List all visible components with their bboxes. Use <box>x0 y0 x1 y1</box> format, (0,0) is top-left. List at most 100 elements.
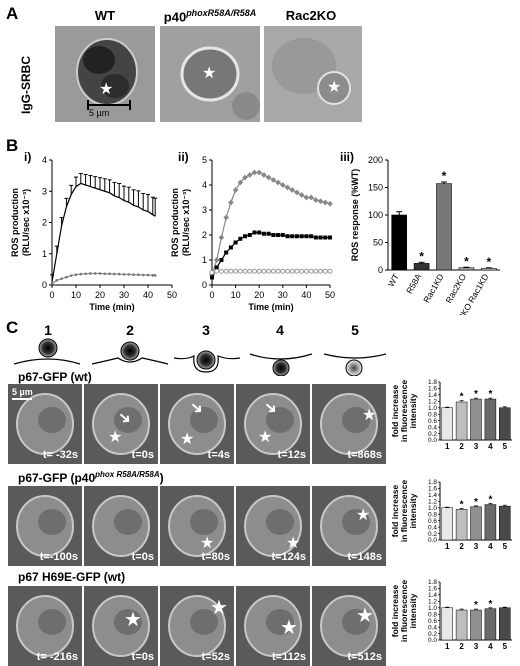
y-axis-label-line: fold increase <box>390 385 400 438</box>
micrograph-image <box>16 495 74 557</box>
micrograph-frame: t=0s <box>84 486 158 566</box>
x-tick-label: 1 <box>445 542 450 551</box>
y-tick-label: 0.4 <box>428 524 437 531</box>
data-point <box>265 174 272 181</box>
x-tick-label: WT <box>386 272 401 288</box>
stage-number: 4 <box>276 322 284 338</box>
target-particle <box>345 359 363 376</box>
vacuole <box>266 509 294 535</box>
data-point <box>290 234 295 239</box>
data-point <box>261 231 266 236</box>
row-label-igg-srbc: IgG-SRBC <box>19 56 33 114</box>
micrograph-image <box>320 595 378 657</box>
x-tick-label: R58A <box>404 272 423 296</box>
data-point <box>233 268 239 274</box>
bar <box>413 263 430 271</box>
data-point <box>284 184 291 191</box>
data-point <box>251 268 257 274</box>
data-point <box>247 233 252 237</box>
timestamp: t=512s <box>347 651 382 663</box>
data-point <box>294 234 299 239</box>
data-point <box>280 268 286 274</box>
micrograph-frame: ★ t=512s <box>312 586 386 666</box>
data-point <box>271 233 276 237</box>
timestamp: t= -216s <box>36 651 78 663</box>
star-marker: ★ <box>327 79 342 96</box>
data-point <box>328 235 332 240</box>
micrograph-image <box>320 495 378 557</box>
significance-asterisk: * <box>486 255 491 269</box>
micrograph-frame: ★ t=52s <box>160 586 234 666</box>
y-tick-label: 1.4 <box>428 592 437 599</box>
data-point <box>224 250 229 255</box>
data-point <box>246 172 253 178</box>
y-tick-label: 0.4 <box>428 424 437 431</box>
x-axis-label: Time (min) <box>89 302 134 312</box>
cell-membrane <box>16 595 74 657</box>
data-point <box>132 273 135 276</box>
data-point <box>117 272 121 276</box>
y-axis-label-line2: (RLU/sec x10⁻³) <box>181 189 191 256</box>
significance-asterisk: * <box>488 494 492 505</box>
data-point <box>141 273 145 277</box>
data-point <box>299 234 304 239</box>
star-marker: ★ <box>258 429 273 446</box>
vacuole <box>190 609 218 635</box>
y-tick-label: 1.2 <box>428 399 437 406</box>
data-point <box>294 189 300 196</box>
data-point <box>308 268 314 274</box>
micrograph-frame: 5 µm t= -32s <box>8 384 82 464</box>
micrograph-frame: t= -216s <box>8 586 82 666</box>
timestamp: t=52s <box>201 651 230 663</box>
micrograph-frame: t=-100s <box>8 486 82 566</box>
panel-c-letter: C <box>6 318 19 337</box>
data-point <box>98 272 102 275</box>
timestamp: t= -32s <box>42 449 78 461</box>
x-tick-label: 0 <box>209 290 214 300</box>
data-point <box>275 179 281 186</box>
subpanel-ii: ii) <box>178 150 189 164</box>
bar <box>441 607 453 641</box>
micrograph-wt-image <box>76 38 138 106</box>
data-point <box>55 279 59 282</box>
y-tick-label: 150 <box>368 183 383 193</box>
series-line <box>211 171 331 276</box>
bar <box>436 183 452 271</box>
y-axis-label: fold increase in fluorescence intensity <box>390 380 418 443</box>
cell-membrane <box>168 495 226 557</box>
y-tick-label: 0.8 <box>428 411 437 418</box>
timestamp: t=0s <box>131 651 154 663</box>
x-tick-label: 5 <box>503 442 508 451</box>
bar <box>484 504 497 541</box>
cell-membrane <box>168 393 226 455</box>
vacuole <box>38 509 66 535</box>
y-axis-label-line: fold increase <box>390 485 400 538</box>
y-tick-label: 0.2 <box>428 631 437 638</box>
timestamp: t=12s <box>277 449 306 461</box>
vacuole <box>114 407 142 433</box>
y-tick-label: 0 <box>42 280 47 290</box>
x-tick-label: Rac2KO <box>443 272 468 305</box>
vacuole <box>190 509 218 535</box>
vacuole <box>38 609 66 635</box>
x-tick-label: 50 <box>167 290 177 300</box>
y-axis-label: ROS production (RLU/sec x10⁻³) <box>10 188 31 257</box>
scale-bar-cap-left <box>87 100 89 110</box>
data-point <box>65 275 68 279</box>
y-tick-label: 1.0 <box>428 505 437 512</box>
timestamp: t=80s <box>201 551 230 563</box>
stage-number: 2 <box>126 322 134 338</box>
vacuole <box>342 509 370 535</box>
y-tick-label: 1.8 <box>428 379 437 386</box>
vacuole <box>342 609 370 635</box>
y-axis-label-line: intensity <box>408 593 418 628</box>
header-wt: WT <box>94 8 116 23</box>
data-point <box>313 235 318 240</box>
star-marker: ★ <box>108 429 123 446</box>
micrograph-rac2ko: ★ <box>264 26 362 122</box>
cell-membrane <box>244 495 302 557</box>
y-tick-label: 50 <box>373 238 383 248</box>
y-axis-label-line: intensity <box>408 493 418 528</box>
data-point <box>213 257 220 263</box>
